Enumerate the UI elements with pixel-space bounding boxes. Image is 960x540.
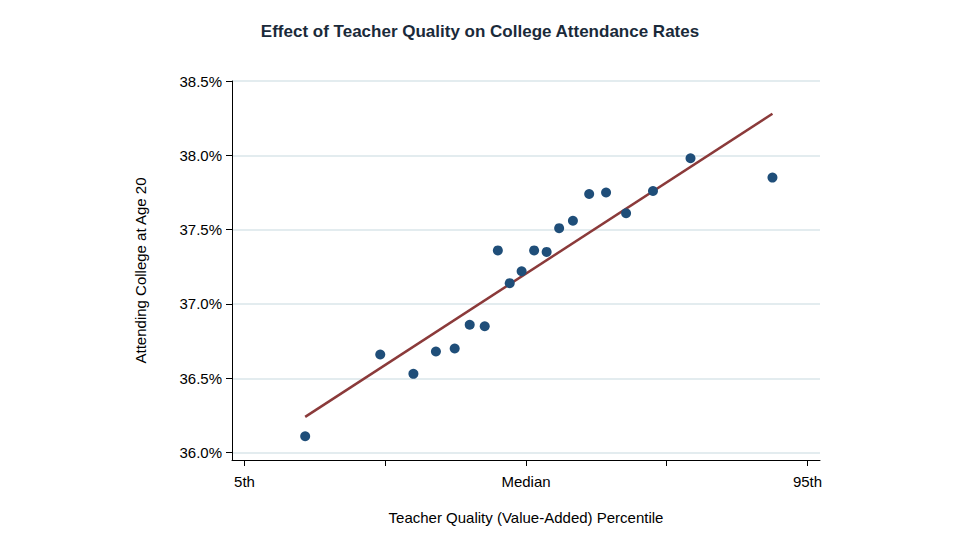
svg-text:38.0%: 38.0% [179,147,222,164]
svg-text:Effect of Teacher Quality on C: Effect of Teacher Quality on College Att… [261,22,699,41]
svg-text:Attending College at Age 20: Attending College at Age 20 [132,178,149,364]
svg-text:36.0%: 36.0% [179,444,222,461]
svg-text:37.0%: 37.0% [179,295,222,312]
svg-text:38.5%: 38.5% [179,73,222,90]
svg-text:95th: 95th [793,473,822,490]
svg-text:Teacher Quality (Value-Added): Teacher Quality (Value-Added) Percentile [389,509,664,526]
svg-text:Median: Median [501,473,550,490]
svg-text:37.5%: 37.5% [179,221,222,238]
svg-text:36.5%: 36.5% [179,370,222,387]
svg-text:5th: 5th [234,473,255,490]
